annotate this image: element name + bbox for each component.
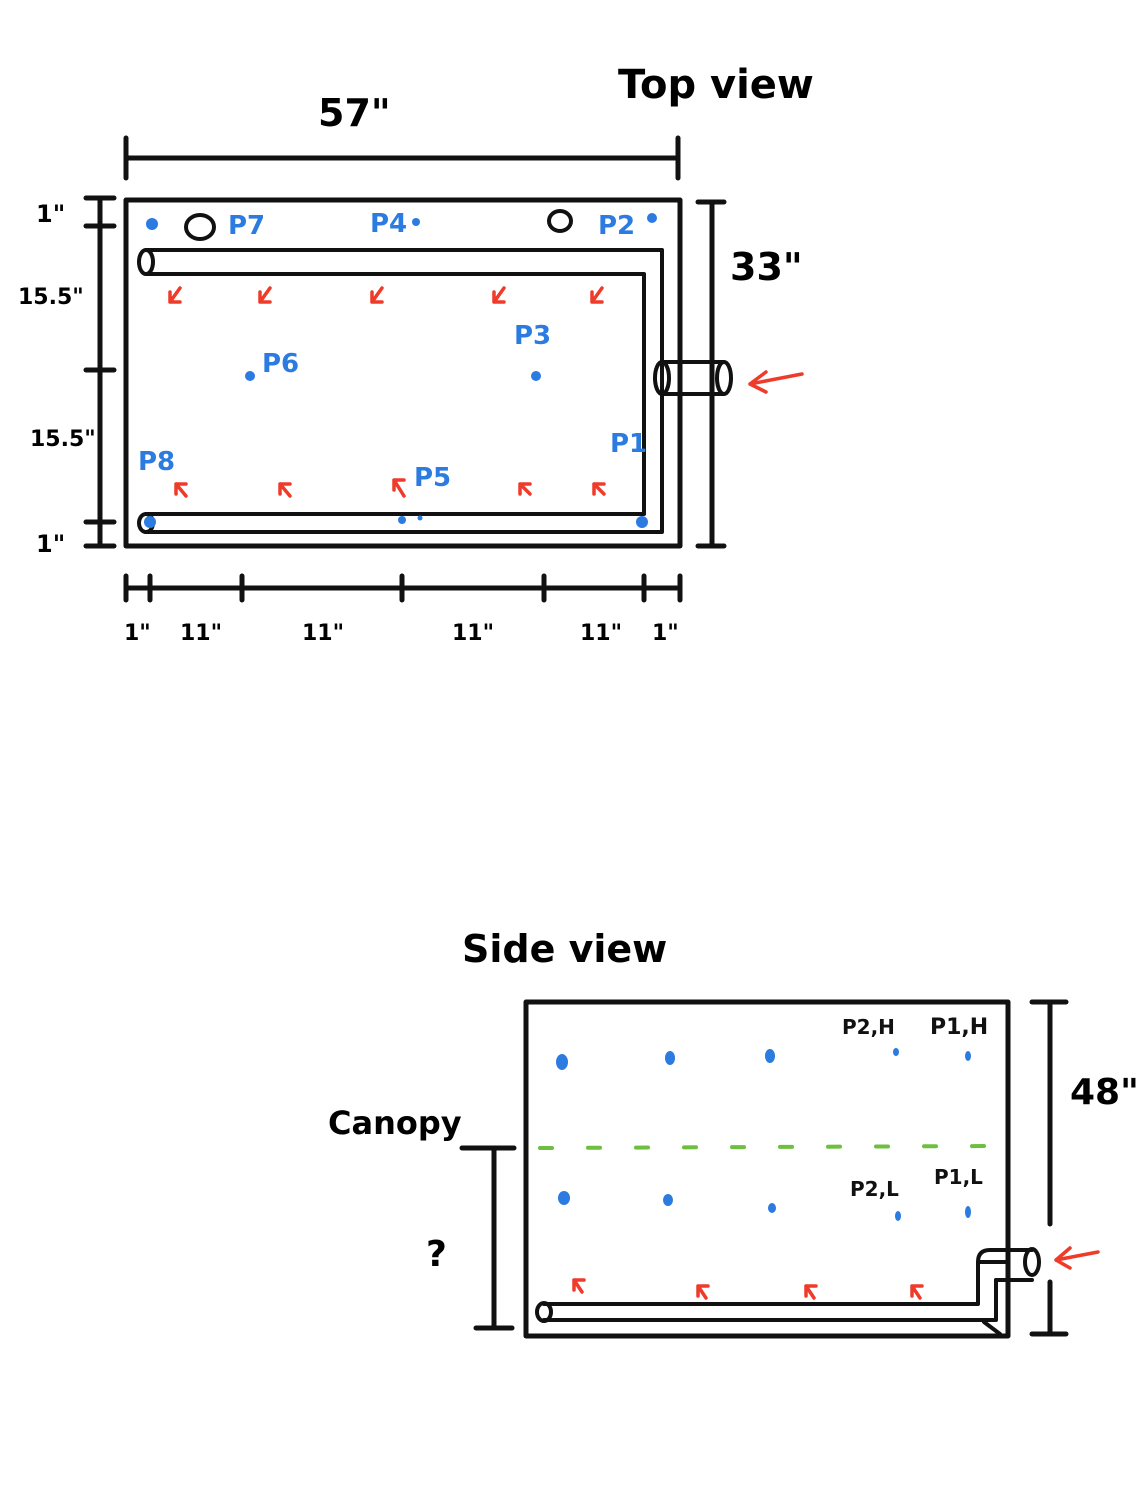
point-dot	[768, 1203, 776, 1213]
point-label-p4: P4	[370, 209, 407, 239]
point-dot	[417, 515, 423, 521]
point-dot	[558, 1191, 570, 1205]
side-height-dimension: 48"	[1029, 999, 1139, 1337]
point-dot	[245, 371, 255, 381]
point-label-p7: P7	[228, 211, 265, 241]
measurement-points-side: P2,H P1,H P2,L P1,L	[556, 1015, 988, 1221]
point-dot	[556, 1054, 568, 1070]
point-dot	[144, 516, 156, 528]
hole-icon-right	[547, 209, 573, 233]
side-view-title: Side view	[462, 927, 667, 971]
measurement-points-top: P7 P4 P2 P3 P6 P1 P8 P5	[138, 209, 657, 528]
bottom-label-1: 1"	[124, 621, 151, 646]
point-label-p2l: P2,L	[850, 1177, 899, 1201]
left-dimension: 1" 15.5" 15.5" 1"	[18, 195, 117, 558]
canopy-line	[538, 1144, 988, 1150]
point-label-p3: P3	[514, 321, 551, 351]
point-label-p6: P6	[262, 349, 299, 379]
inlet-arrow-top	[748, 370, 804, 394]
height-label: 33"	[730, 245, 803, 289]
point-dot	[965, 1051, 971, 1061]
airflow-arrows-bottom-row	[174, 478, 606, 498]
point-label-p8: P8	[138, 447, 175, 477]
top-view-title: Top view	[618, 62, 814, 108]
point-label-p5: P5	[414, 463, 451, 493]
point-dot	[412, 218, 420, 226]
point-label-p2h: P2,H	[842, 1015, 895, 1039]
side-view: Side view 48" Canopy ?	[328, 927, 1139, 1339]
point-label-p1l: P1,L	[934, 1165, 983, 1189]
hole-icon-left	[184, 213, 216, 241]
point-dot	[531, 371, 541, 381]
point-label-p1h: P1,H	[930, 1015, 988, 1040]
duct-pipe-side	[535, 1247, 1041, 1336]
airflow-arrows-side	[572, 1278, 924, 1300]
width-dimension: 57"	[123, 91, 681, 181]
point-label-p2: P2	[598, 211, 635, 241]
inlet-arrow-side	[1054, 1246, 1100, 1270]
left-label-3: 15.5"	[30, 427, 96, 452]
point-dot	[636, 516, 648, 528]
point-dot	[665, 1051, 675, 1065]
side-height-label: 48"	[1070, 1072, 1139, 1113]
bottom-label-3: 11"	[302, 621, 344, 646]
top-view-box	[123, 197, 683, 549]
bottom-label-5: 11"	[580, 621, 622, 646]
bottom-label-2: 11"	[180, 621, 222, 646]
left-label-4: 1"	[36, 530, 65, 558]
point-dot	[893, 1048, 899, 1056]
canopy-annotation: Canopy ?	[328, 1104, 517, 1331]
left-label-1: 1"	[36, 200, 65, 228]
point-dot	[765, 1049, 775, 1063]
inlet-pipe-top	[653, 360, 733, 396]
bottom-label-4: 11"	[452, 621, 494, 646]
bottom-dimension: 1" 11" 11" 11" 11" 1"	[123, 573, 683, 646]
bottom-label-6: 1"	[652, 621, 679, 646]
point-dot	[895, 1211, 901, 1221]
top-view: Top view 57" 33" 1" 15.5" 15.5" 1"	[18, 62, 814, 646]
canopy-height-label: ?	[426, 1234, 447, 1275]
point-dot	[146, 218, 158, 230]
width-label: 57"	[318, 91, 391, 135]
height-dimension: 33"	[695, 199, 803, 549]
left-label-2: 15.5"	[18, 285, 84, 310]
point-dot	[965, 1206, 971, 1218]
duct-pipe-top	[137, 248, 664, 534]
point-dot	[647, 213, 657, 223]
point-label-p1: P1	[610, 429, 647, 459]
point-dot	[398, 516, 406, 524]
canopy-label: Canopy	[328, 1104, 462, 1142]
airflow-arrows-top-row	[168, 286, 604, 304]
side-view-box	[523, 999, 1011, 1339]
point-dot	[663, 1194, 673, 1206]
